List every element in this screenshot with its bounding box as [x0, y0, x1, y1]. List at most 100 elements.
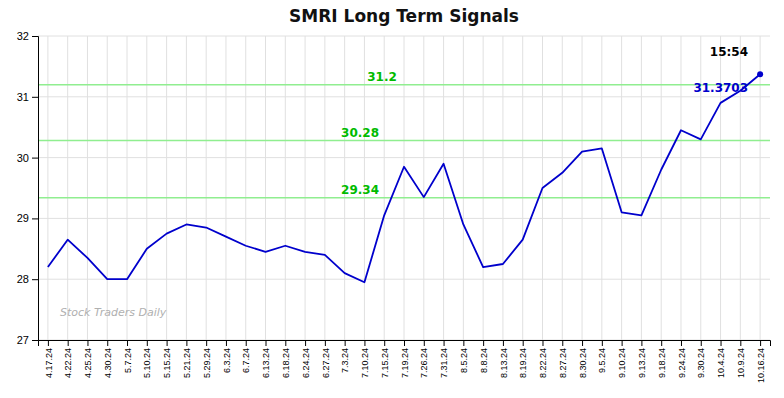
tick-mark [206, 340, 207, 346]
tick-label: 10.16.24 [756, 348, 766, 383]
reference-line [38, 197, 770, 199]
tick: 6.7.24 [241, 340, 251, 373]
tick: 10.9.24 [736, 340, 746, 378]
tick-label: 7.19.24 [400, 348, 410, 378]
grid-line [463, 36, 464, 340]
tick: 6.13.24 [261, 340, 271, 378]
tick-mark [661, 340, 662, 346]
tick-label: 7.3.24 [340, 348, 350, 373]
tick-label: 4.25.24 [83, 348, 93, 378]
tick-mark [167, 340, 168, 346]
tick: 8.19.24 [518, 340, 528, 378]
tick-label: 7.10.24 [360, 348, 370, 378]
tick-mark [246, 340, 247, 346]
grid-line [621, 36, 622, 340]
tick-mark [48, 340, 49, 346]
tick: 4.30.24 [103, 340, 113, 378]
grid-line [423, 36, 424, 340]
grid-line [67, 36, 68, 340]
annotation: 15:54 [710, 45, 748, 59]
tick: 7.10.24 [360, 340, 370, 378]
tick-mark [325, 340, 326, 346]
tick-mark [701, 340, 702, 346]
tick-mark [760, 340, 761, 346]
tick-mark [32, 36, 38, 37]
tick-label: 5.29.24 [202, 348, 212, 378]
tick: 29 [17, 212, 38, 224]
tick: 9.13.24 [637, 340, 647, 378]
axis-line [32, 37, 39, 341]
grid-line [502, 36, 503, 340]
grid-line [285, 36, 286, 340]
tick: 6.3.24 [222, 340, 232, 373]
tick-label: 7.31.24 [439, 348, 449, 378]
tick: 5.15.24 [162, 340, 172, 378]
tick-label: 9.13.24 [637, 348, 647, 378]
grid-line [601, 36, 602, 340]
tick: 7.26.24 [419, 340, 429, 378]
tick: 7.19.24 [400, 340, 410, 378]
tick: 5.10.24 [142, 340, 152, 378]
tick-label: 30 [17, 152, 29, 164]
tick-label: 9.24.24 [677, 348, 687, 378]
grid-line [225, 36, 226, 340]
tick: 7.31.24 [439, 340, 449, 378]
tick-label: 5.15.24 [162, 348, 172, 378]
tick-label: 6.3.24 [222, 348, 232, 373]
tick-label: 4.17.24 [44, 348, 54, 378]
tick-mark [542, 340, 543, 346]
tick-mark [681, 340, 682, 346]
tick-mark [32, 218, 38, 219]
reference-label: 30.28 [341, 126, 379, 140]
tick: 10.4.24 [716, 340, 726, 378]
reference-line [38, 140, 770, 142]
tick: 8.13.24 [499, 340, 509, 378]
grid-line [641, 36, 642, 340]
tick-label: 8.8.24 [479, 348, 489, 373]
grid-line [127, 36, 128, 340]
tick-label: 8.5.24 [459, 348, 469, 373]
tick-mark [305, 340, 306, 346]
tick-mark [345, 340, 346, 346]
tick: 9.24.24 [677, 340, 687, 378]
tick-label: 7.26.24 [419, 348, 429, 378]
tick: 9.5.24 [597, 340, 607, 373]
tick: 9.18.24 [657, 340, 667, 378]
grid-line [186, 36, 187, 340]
grid-line [87, 36, 88, 340]
tick: 6.24.24 [301, 340, 311, 378]
tick-mark [562, 340, 563, 346]
tick: 7.3.24 [340, 340, 350, 373]
tick-label: 10.4.24 [716, 348, 726, 378]
tick-mark [32, 158, 38, 159]
tick-mark [87, 340, 88, 346]
tick-label: 8.27.24 [558, 348, 568, 378]
last-point [757, 71, 763, 77]
tick-label: 8.30.24 [578, 348, 588, 378]
tick-label: 8.22.24 [538, 348, 548, 378]
tick-label: 7.15.24 [380, 348, 390, 378]
tick-mark [582, 340, 583, 346]
tick-mark [266, 340, 267, 346]
tick-label: 28 [17, 273, 29, 285]
tick-mark [622, 340, 623, 346]
tick-mark [32, 279, 38, 280]
tick-label: 9.10.24 [617, 348, 627, 378]
title: SMRI Long Term Signals [289, 6, 519, 26]
tick-label: 31 [17, 91, 29, 103]
tick-mark [107, 340, 108, 346]
tick: 4.25.24 [83, 340, 93, 378]
line [48, 74, 760, 282]
tick-label: 6.24.24 [301, 348, 311, 378]
tick-label: 29 [17, 212, 29, 224]
tick-label: 6.18.24 [281, 348, 291, 378]
tick-label: 4.22.24 [63, 348, 73, 378]
tick-mark [127, 340, 128, 346]
tick: 4.22.24 [63, 340, 73, 378]
tick-mark [147, 340, 148, 346]
tick-label: 6.13.24 [261, 348, 271, 378]
grid-line [305, 36, 306, 340]
tick-mark [186, 340, 187, 346]
tick-mark [32, 97, 38, 98]
tick: 8.8.24 [479, 340, 489, 373]
